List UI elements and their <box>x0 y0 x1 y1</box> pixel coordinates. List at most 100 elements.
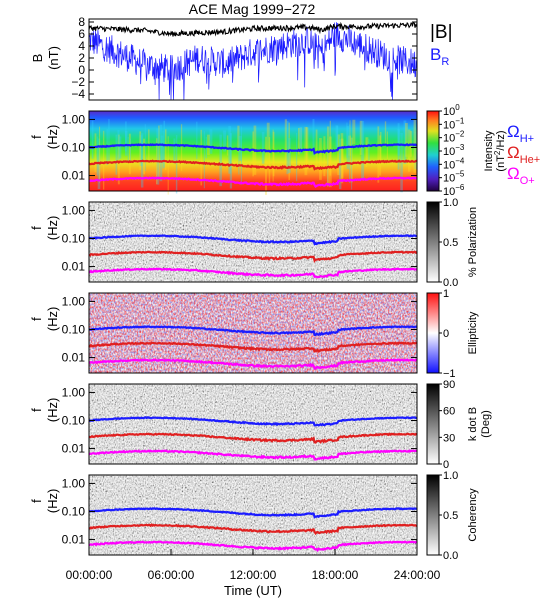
p2-heatmap-streak <box>397 123 400 170</box>
p2-heatmap-streak <box>180 124 183 171</box>
p2-heatmap-streak <box>127 136 129 163</box>
p4-yunit: (Hz) <box>45 307 60 332</box>
p2-omega-he-line <box>88 159 418 171</box>
chart-title: ACE Mag 1999−272 <box>189 1 316 17</box>
p2-heatmap-streak <box>368 138 370 163</box>
p5-colorbar <box>426 383 440 465</box>
p5-yunit: (Hz) <box>45 398 60 423</box>
p4-cb-tick-label-2: −1 <box>443 368 456 380</box>
p2-ytick-label-0: 1.00 <box>62 112 86 126</box>
p2-heatmap-streak <box>305 127 309 169</box>
p2-heatmap-streak <box>403 120 407 165</box>
p3-cb-tick-label-1: 0.5 <box>443 237 458 249</box>
p2-heatmap-streak <box>139 131 142 171</box>
p2-heatmap-streak <box>407 129 411 172</box>
p3-yunit: (Hz) <box>45 216 60 241</box>
p2-heatmap-streak <box>272 129 274 182</box>
p2-heatmap-streak <box>129 138 132 162</box>
p6-colorbar <box>426 474 440 556</box>
p2-ylabel: f <box>29 135 44 139</box>
p2-heatmap-streak <box>272 131 275 177</box>
p6-ytick-label-0: 1.00 <box>62 476 86 490</box>
p2-heatmap-streak <box>160 135 164 164</box>
p4-ytick-label-1: 0.10 <box>62 322 86 336</box>
p5-ylabel: f <box>29 408 44 412</box>
p2-heatmap-streak <box>96 136 99 176</box>
p2-heatmap-streak <box>413 119 417 173</box>
p4-omega-o-line <box>88 358 418 370</box>
p2-heatmap-streak <box>365 137 368 167</box>
p5-ytick-label-0: 1.00 <box>62 385 86 399</box>
p2-heatmap-streak <box>167 136 169 195</box>
p3-omega-o-line <box>88 267 418 279</box>
p6-omega-h-line <box>88 507 418 519</box>
p2-heatmap-streak <box>91 120 94 159</box>
p2-heatmap-streak <box>284 119 288 171</box>
p4-frame <box>88 292 418 374</box>
p2-yunit: (Hz) <box>45 125 60 150</box>
p1-ytick-label-1: −2 <box>71 75 85 89</box>
p2-heatmap-streak <box>340 138 344 178</box>
p4-omega-he-line <box>88 341 418 353</box>
p4-colorbar <box>426 292 440 374</box>
p2-heatmap-streak <box>252 131 254 177</box>
p2-heatmap-streak <box>228 125 232 174</box>
p2-heatmap-streak <box>348 135 352 156</box>
p4-ytick-label-0: 1.00 <box>62 294 86 308</box>
p2-heatmap-streak <box>229 133 233 189</box>
p2-cb-unit: (nT2/Hz) <box>493 130 507 171</box>
p2-heatmap-streak <box>397 129 400 156</box>
p5-cb-unit: (Deg) <box>480 410 492 438</box>
p3-cb-tick-label-2: 0.0 <box>443 277 458 289</box>
p4-cb-tick-label-1: 0 <box>443 328 449 340</box>
p2-heatmap-streak <box>299 126 302 154</box>
legend-omega-he: ΩHe+ <box>507 143 540 166</box>
p1-yunit: (nT) <box>46 46 61 70</box>
p2-heatmap-streak <box>300 127 302 152</box>
p3-ytick-label-1: 0.10 <box>62 231 86 245</box>
p2-heatmap-streak <box>226 135 229 156</box>
br-series-line <box>88 22 418 101</box>
p6-ytick-label-1: 0.10 <box>62 504 86 518</box>
xtick-label-1: 06:00:00 <box>148 568 195 582</box>
p1-ytick-label-5: 6 <box>78 27 85 41</box>
p6-yunit: (Hz) <box>45 489 60 514</box>
p4-cb-tick-label-0: 1 <box>443 288 449 300</box>
p2-heatmap-streak <box>312 119 315 156</box>
p4-ylabel: f <box>29 317 44 321</box>
p3-colorbar <box>426 201 440 283</box>
p5-ytick-label-1: 0.10 <box>62 413 86 427</box>
p5-ytick-label-2: 0.01 <box>62 442 86 456</box>
p3-ylabel: f <box>29 226 44 230</box>
p2-heatmap-streak <box>350 137 353 183</box>
p2-heatmap-streak <box>196 121 198 159</box>
p3-ytick-label-2: 0.01 <box>62 260 86 274</box>
xtick-label-2: 12:00:00 <box>230 568 277 582</box>
p2-heatmap-streak <box>159 124 163 182</box>
p2-heatmap-streak <box>209 129 213 154</box>
p2-heatmap-streak <box>379 135 382 176</box>
p2-heatmap-streak <box>203 131 205 189</box>
p2-heatmap-streak <box>139 135 143 166</box>
p2-heatmap-streak <box>223 130 227 152</box>
p2-ytick-label-2: 0.01 <box>62 169 86 183</box>
p2-heatmap-streak <box>288 138 291 173</box>
xtick-label-4: 24:00:00 <box>394 568 441 582</box>
p3-cb-label: % Polarization <box>467 207 479 277</box>
p2-heatmap-streak <box>162 130 164 169</box>
p2-heatmap-streak <box>261 131 265 164</box>
p2-heatmap-streak <box>349 124 351 184</box>
p2-heatmap-streak <box>143 138 146 175</box>
p4-omega-h-line <box>88 325 418 337</box>
p6-cb-tick-label-0: 1.0 <box>443 470 458 482</box>
p2-colorbar <box>426 110 440 192</box>
x-axis-label: Time (UT) <box>224 583 282 598</box>
p2-heatmap-streak <box>158 125 160 179</box>
absb-series-line <box>88 21 418 38</box>
p2-heatmap-streak <box>361 120 365 180</box>
p2-heatmap-streak <box>156 128 160 185</box>
p2-heatmap-streak <box>124 131 128 156</box>
p6-omega-he-line <box>88 523 418 536</box>
